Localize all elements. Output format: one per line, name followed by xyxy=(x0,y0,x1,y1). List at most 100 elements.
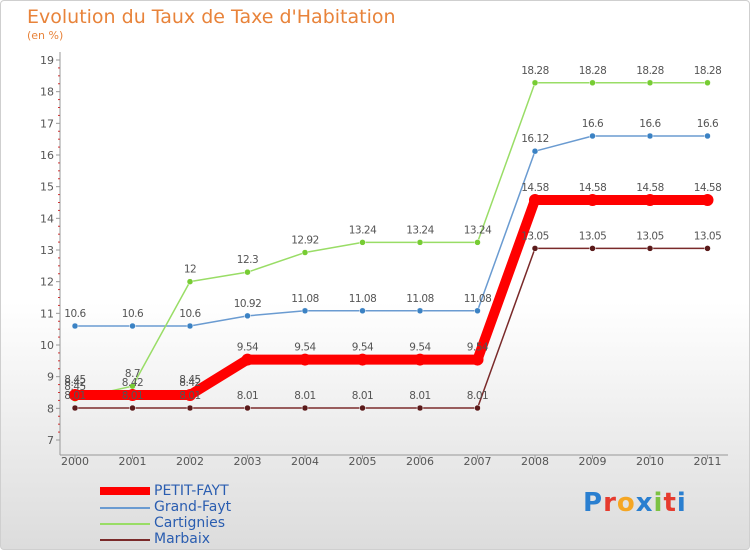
data-label-grand-fayt: 10.6 xyxy=(179,308,201,320)
data-label-grand-fayt: 16.6 xyxy=(697,118,719,130)
x-tick-label: 2006 xyxy=(406,455,434,468)
chart-title: Evolution du Taux de Taxe d'Habitation xyxy=(27,6,396,28)
data-label-marbaix: 8.01 xyxy=(352,390,373,402)
data-point-marbaix xyxy=(244,404,251,412)
data-label-grand-fayt: 16.12 xyxy=(521,133,549,145)
data-label-grand-fayt: 16.6 xyxy=(639,118,661,130)
data-label-marbaix: 8.01 xyxy=(237,390,258,402)
data-point-grand-fayt xyxy=(589,132,596,140)
data-label-petit-fayt: 14.58 xyxy=(636,182,664,194)
data-point-cartignies xyxy=(244,268,251,276)
data-point-grand-fayt xyxy=(416,307,424,315)
x-tick-label: 2001 xyxy=(119,455,147,468)
data-point-petit-fayt xyxy=(299,353,311,366)
series-line-marbaix xyxy=(75,247,708,409)
data-label-petit-fayt: 9.54 xyxy=(237,342,259,354)
data-point-cartignies xyxy=(704,79,711,87)
data-label-cartignies: 18.28 xyxy=(579,65,607,77)
data-label-petit-fayt: 8.42 xyxy=(179,377,200,389)
x-tick-label: 2003 xyxy=(234,455,262,468)
x-tick-label: 2009 xyxy=(579,455,607,468)
y-tick-label: 13 xyxy=(40,244,54,257)
data-point-petit-fayt xyxy=(356,353,369,366)
legend-label-cartignies: Cartignies xyxy=(154,515,226,531)
data-point-petit-fayt xyxy=(69,389,81,402)
data-label-petit-fayt: 14.58 xyxy=(694,182,722,194)
data-point-marbaix xyxy=(186,404,194,412)
data-point-marbaix xyxy=(704,245,711,252)
data-label-marbaix: 13.05 xyxy=(521,230,549,242)
x-tick-label: 2011 xyxy=(694,455,722,468)
data-label-petit-fayt: 8.42 xyxy=(122,377,143,389)
x-tick-label: 2000 xyxy=(61,455,89,468)
series-line-petit-fayt xyxy=(75,194,708,401)
data-label-cartignies: 12 xyxy=(184,264,196,276)
data-label-marbaix: 8.01 xyxy=(409,390,430,402)
x-tick-label: 2008 xyxy=(521,455,549,468)
data-label-grand-fayt: 11.08 xyxy=(464,293,492,305)
data-point-marbaix xyxy=(646,245,654,252)
data-point-grand-fayt xyxy=(474,307,481,315)
data-label-cartignies: 13.24 xyxy=(464,224,492,236)
y-tick-label: 7 xyxy=(47,434,54,447)
data-point-grand-fayt xyxy=(71,322,79,330)
legend-swatch-marbaix xyxy=(100,539,150,541)
data-label-cartignies: 8.7 xyxy=(125,368,140,380)
y-tick-label: 19 xyxy=(40,54,54,67)
y-tick-label: 17 xyxy=(40,117,54,130)
data-point-marbaix xyxy=(416,404,424,412)
data-label-cartignies: 12.92 xyxy=(291,235,319,247)
chart-subtitle: (en %) xyxy=(27,29,64,42)
data-point-marbaix xyxy=(359,404,366,412)
data-point-grand-fayt xyxy=(531,147,539,155)
data-label-petit-fayt: 9.54 xyxy=(352,342,374,354)
y-tick-label: 18 xyxy=(40,86,54,99)
data-label-marbaix: 8.01 xyxy=(179,390,200,402)
data-point-cartignies xyxy=(416,239,424,246)
data-label-petit-fayt: 9.54 xyxy=(294,342,316,354)
data-point-petit-fayt xyxy=(414,353,426,366)
data-point-petit-fayt xyxy=(184,389,196,402)
legend-swatch-grand-fayt xyxy=(100,507,150,509)
y-tick-label: 16 xyxy=(40,149,54,162)
data-label-cartignies: 13.24 xyxy=(406,224,434,236)
y-tick-label: 11 xyxy=(40,307,54,320)
data-label-petit-fayt: 9.54 xyxy=(467,342,489,354)
data-label-cartignies: 8.45 xyxy=(64,381,85,393)
data-label-extra: 8.45 xyxy=(179,374,200,386)
y-tick-label: 15 xyxy=(40,181,54,194)
y-tick-label: 12 xyxy=(40,276,54,289)
data-point-cartignies xyxy=(186,278,194,285)
y-tick-label: 14 xyxy=(40,212,54,225)
data-point-grand-fayt xyxy=(129,322,136,330)
data-label-grand-fayt: 16.6 xyxy=(582,118,604,130)
data-point-petit-fayt xyxy=(529,193,541,206)
x-tick-label: 2010 xyxy=(636,455,664,468)
series-line-cartignies xyxy=(74,82,708,400)
data-label-marbaix: 13.05 xyxy=(579,230,607,242)
x-tick-label: 2005 xyxy=(349,455,377,468)
data-point-marbaix xyxy=(71,404,79,412)
data-point-grand-fayt xyxy=(186,322,194,330)
data-point-grand-fayt xyxy=(359,307,366,315)
data-point-marbaix xyxy=(589,245,596,252)
data-point-petit-fayt xyxy=(471,353,484,366)
proxiti-logo: Proxiti xyxy=(583,488,687,518)
data-label-cartignies: 18.28 xyxy=(521,65,549,77)
y-tick-label: 9 xyxy=(47,371,54,384)
data-label-grand-fayt: 11.08 xyxy=(349,293,377,305)
data-label-marbaix: 13.05 xyxy=(636,230,664,242)
data-point-petit-fayt xyxy=(241,353,254,366)
data-point-petit-fayt xyxy=(126,389,139,402)
data-point-grand-fayt xyxy=(244,312,251,320)
legend-swatch-cartignies xyxy=(100,523,150,525)
legend-label-marbaix: Marbaix xyxy=(154,531,211,547)
data-point-marbaix xyxy=(531,245,539,252)
data-point-grand-fayt xyxy=(704,132,711,140)
legend-swatch-petit-fayt xyxy=(100,487,150,495)
x-tick-label: 2004 xyxy=(291,455,319,468)
data-label-cartignies: 18.28 xyxy=(694,65,722,77)
data-label-petit-fayt: 8.42 xyxy=(64,377,85,389)
